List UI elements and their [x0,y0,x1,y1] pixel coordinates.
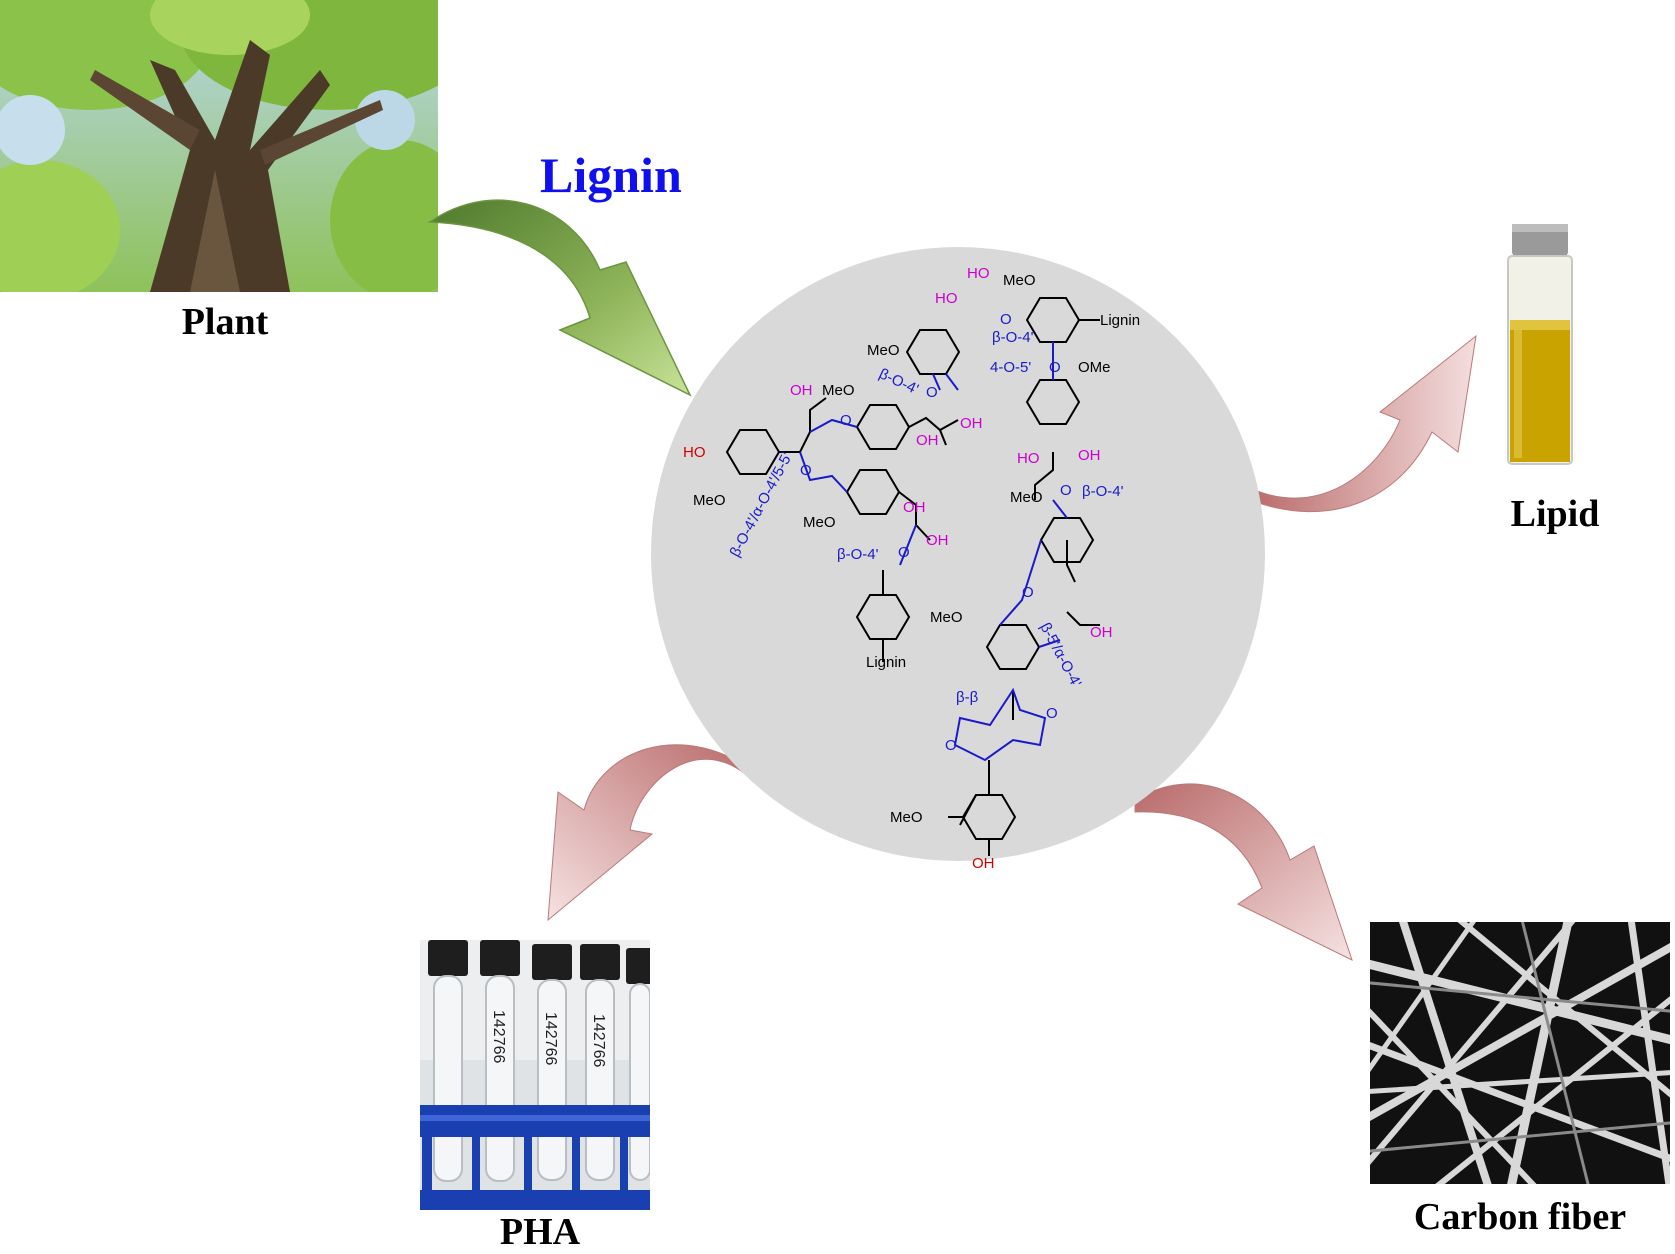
pha-tubes-photo: 142766 142766 142766 [420,940,650,1210]
o-label-2: O [800,462,812,479]
o-label-8: O [1022,584,1034,601]
linkage-b-o-4-lower: β-O-4' [837,546,879,563]
meo-label-5: MeO [1003,272,1036,289]
lignin-to-pha-arrow [547,744,753,922]
carbon-fiber-photo [1370,922,1670,1184]
o-label-9: O [1046,705,1058,722]
phenol-ho-label: HO [683,444,706,461]
linkage-b-b: β-β [956,689,979,706]
o-label-4: O [1000,311,1012,328]
lignin-structure: MeO MeO MeO MeO MeO OMe MeO MeO MeO Lign… [651,247,1265,870]
carbon-fiber-label: Carbon fiber [1413,1196,1627,1238]
oh-label-3: OH [916,432,939,449]
ho-label-1: HO [967,265,990,282]
plant-label: Plant [181,301,269,343]
tube-label-2: 142766 [542,1012,559,1065]
linkage-b-o-4-right: β-O-4' [1082,483,1124,500]
oh-label-7: OH [1090,624,1113,641]
o-label-10: O [945,737,957,754]
oh-label-5: OH [926,532,949,549]
phenol-oh-label: OH [972,855,995,870]
lipid-vial-photo [1500,220,1580,470]
o-label-6: O [898,544,910,561]
oh-label-6: OH [1078,447,1101,464]
lignin-to-carbon-fiber-arrow [1134,783,1353,961]
meo-label-3: MeO [803,514,836,531]
tube-label-3: 142766 [590,1014,607,1067]
plant-photo [0,0,438,292]
plant-to-lignin-arrow [427,199,692,397]
pha-label: PHA [499,1211,581,1253]
lignin-label-1: Lignin [1100,312,1140,329]
oh-label-4: OH [903,499,926,516]
meo-label-2: MeO [822,382,855,399]
o-label-3: O [926,384,938,401]
lipid-label: Lipid [1510,493,1600,535]
ome-label-1: OMe [1078,359,1111,376]
o-label-1: O [840,412,852,429]
lignin-label-2: Lignin [866,654,906,671]
o-label-7: O [1060,482,1072,499]
figure-title: Lignin [540,147,682,203]
oh-label-2: OH [960,415,983,432]
structure-background [651,247,1265,861]
meo-label-7: MeO [930,609,963,626]
tube-label-1: 142766 [490,1010,507,1063]
lignin-to-lipid-arrow [1249,334,1477,513]
meo-label-4: MeO [867,342,900,359]
meo-label-6: MeO [1010,489,1043,506]
o-label-5: O [1049,359,1061,376]
linkage-b-o-4-top: β-O-4' [992,329,1034,346]
linkage-4-o-5: 4-O-5' [990,359,1031,376]
meo-label-8: MeO [890,809,923,826]
meo-label-1: MeO [693,492,726,509]
ho-label-3: HO [1017,450,1040,467]
oh-label-1: OH [790,382,813,399]
ho-label-2: HO [935,290,958,307]
